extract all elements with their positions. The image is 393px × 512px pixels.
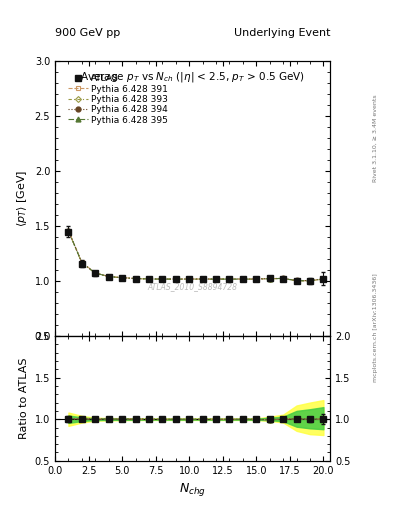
Y-axis label: Ratio to ATLAS: Ratio to ATLAS [19,358,29,439]
Text: Rivet 3.1.10, ≥ 3.4M events: Rivet 3.1.10, ≥ 3.4M events [373,94,378,182]
Text: Underlying Event: Underlying Event [233,28,330,38]
Text: 900 GeV pp: 900 GeV pp [55,28,120,38]
Text: mcplots.cern.ch [arXiv:1306.3436]: mcplots.cern.ch [arXiv:1306.3436] [373,273,378,382]
Y-axis label: $\langle p_T \rangle$ [GeV]: $\langle p_T \rangle$ [GeV] [15,170,29,227]
Text: ATLAS_2010_S8894728: ATLAS_2010_S8894728 [147,282,238,291]
Legend: ATLAS, Pythia 6.428 391, Pythia 6.428 393, Pythia 6.428 394, Pythia 6.428 395: ATLAS, Pythia 6.428 391, Pythia 6.428 39… [65,72,171,127]
Text: Average $p_T$ vs $N_{ch}$ ($|\eta|$ < 2.5, $p_T$ > 0.5 GeV): Average $p_T$ vs $N_{ch}$ ($|\eta|$ < 2.… [80,70,305,83]
X-axis label: $N_{chg}$: $N_{chg}$ [179,481,206,498]
